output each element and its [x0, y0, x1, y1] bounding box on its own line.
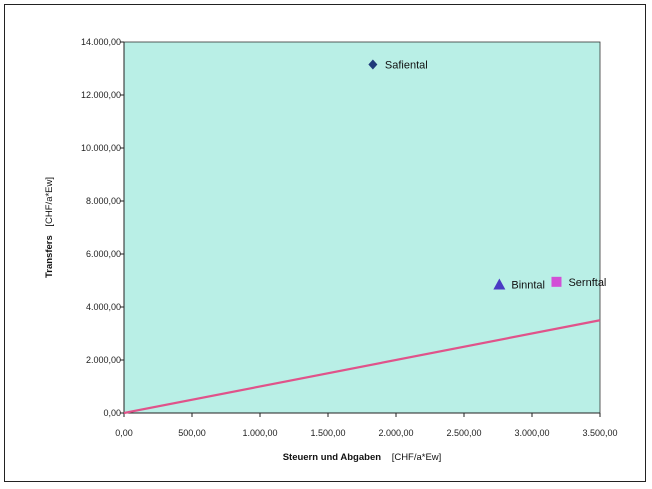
x-tick-label: 0,00: [115, 428, 133, 438]
data-point: Safiental: [368, 59, 428, 72]
triangle-marker: [493, 278, 506, 290]
x-tick-label: 1.000,00: [242, 428, 277, 438]
x-axis-title: Steuern und Abgaben [CHF/a*Ew]: [283, 452, 442, 463]
y-tick-label: 0,00: [103, 408, 121, 418]
plot-area: [123, 41, 601, 414]
point-label: Binntal: [511, 279, 545, 291]
y-tick-label: 6.000,00: [86, 249, 121, 259]
x-tick-label: 2.500,00: [446, 428, 481, 438]
data-point: Sernftal: [551, 276, 606, 289]
y-tick-label: 10.000,00: [81, 143, 121, 153]
reference-line: [123, 319, 601, 415]
y-tick-label: 14.000,00: [81, 37, 121, 47]
x-axis-unit: [CHF/a*Ew]: [392, 452, 442, 463]
x-tick-label: 3.500,00: [582, 428, 617, 438]
data-points: Safiental Binntal Sernftal: [368, 59, 606, 291]
point-label: Sernftal: [568, 277, 606, 289]
x-tick-label: 1.500,00: [310, 428, 345, 438]
y-axis-title: Transfers [CHF/a*Ew]: [44, 177, 55, 278]
x-tick-label: 2.000,00: [378, 428, 413, 438]
data-point: Binntal: [493, 278, 545, 291]
x-axis-label: Steuern und Abgaben: [283, 452, 382, 463]
square-marker: [551, 276, 562, 287]
y-tick-label: 12.000,00: [81, 90, 121, 100]
x-axis: 0,00 500,00 1.000,00 1.500,00 2.000,00 2.500,…: [115, 412, 618, 438]
chart-frame: [4, 4, 646, 482]
y-tick-label: 2.000,00: [86, 355, 121, 365]
y-axis: 0,00 2.000,00 4.000,00 6.000,00 8.000,00 10.0…: [81, 37, 125, 418]
point-label: Safiental: [385, 60, 428, 72]
y-axis-label: Transfers: [44, 235, 55, 278]
diamond-marker: [368, 59, 378, 70]
x-tick-label: 500,00: [178, 428, 206, 438]
y-axis-unit: [CHF/a*Ew]: [44, 177, 55, 227]
x-tick-label: 3.000,00: [514, 428, 549, 438]
y-tick-label: 8.000,00: [86, 196, 121, 206]
y-tick-label: 4.000,00: [86, 302, 121, 312]
